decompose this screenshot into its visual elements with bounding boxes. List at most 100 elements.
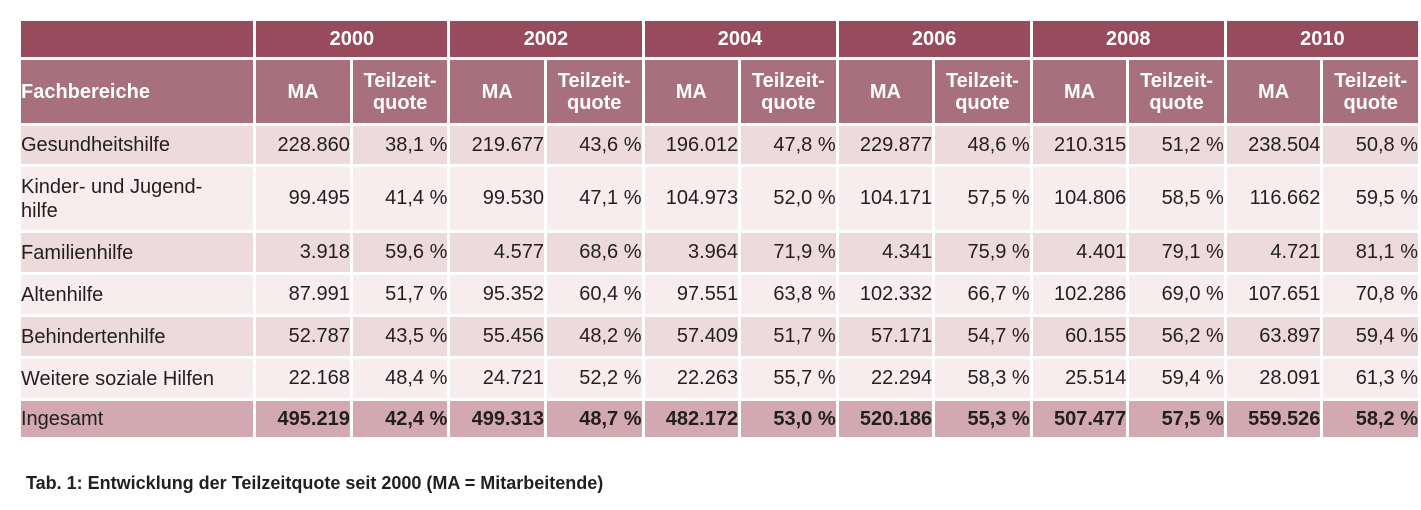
ma-value: 229.877 [838,126,933,167]
teilzeitquote-header-line2: quote [1343,91,1398,114]
ma-header: MA [1226,60,1321,126]
ma-value: 196.012 [644,126,739,167]
quote-value: 79,1 % [1129,233,1224,275]
quote-value: 66,7 % [935,275,1030,317]
ma-value: 495.219 [256,401,350,440]
quote-value: 63,8 % [741,275,836,317]
ma-value: 104.806 [1032,167,1127,233]
quote-value: 60,4 % [546,275,642,317]
ma-value: 210.315 [1032,126,1127,167]
ma-value: 507.477 [1032,401,1127,440]
teilzeitquote-header-line1: Teilzeit- [1334,69,1408,92]
table-row: Gesundheitshilfe 228.860 38,1 % 219.677 43,6… [21,126,1418,167]
quote-value: 48,6 % [935,126,1030,167]
ma-value: 219.677 [450,126,544,167]
category-header: Fachbereiche [21,60,254,126]
ma-value: 102.332 [838,275,933,317]
year-header: 2008 [1032,21,1224,60]
ma-value: 22.168 [256,359,350,401]
year-header: 2010 [1226,21,1418,60]
teilzeitquote-header-line1: Teilzeit- [751,69,825,92]
teilzeitquote-header: Teilzeit-quote [1323,60,1418,126]
quote-value: 57,5 % [935,167,1030,233]
quote-value: 47,8 % [741,126,836,167]
quote-value: 58,5 % [1129,167,1224,233]
ma-header: MA [450,60,544,126]
ma-value: 3.964 [644,233,739,275]
ma-value: 107.651 [1226,275,1321,317]
ma-value: 520.186 [838,401,933,440]
row-label: Weitere soziale Hilfen [21,359,254,401]
data-table: 2000 2002 2004 2006 2008 2010 Fachbereiche MA… [18,21,1421,440]
teilzeitquote-header-line1: Teilzeit- [1140,69,1214,92]
table-row: Weitere soziale Hilfen 22.168 48,4 % 24.721… [21,359,1418,401]
quote-value: 81,1 % [1323,233,1418,275]
teilzeitquote-header-line1: Teilzeit- [557,69,631,92]
ma-value: 116.662 [1226,167,1321,233]
teilzeitquote-header: Teilzeit-quote [741,60,836,126]
ma-value: 228.860 [256,126,350,167]
table-body: Gesundheitshilfe 228.860 38,1 % 219.677 43,6… [21,126,1418,440]
ma-value: 52.787 [256,317,350,359]
teilzeitquote-header: Teilzeit-quote [1129,60,1224,126]
ma-value: 4.401 [1032,233,1127,275]
row-label: Altenhilfe [21,275,254,317]
quote-value: 59,4 % [1129,359,1224,401]
quote-value: 51,2 % [1129,126,1224,167]
quote-value: 58,3 % [935,359,1030,401]
ma-header: MA [838,60,933,126]
ma-value: 63.897 [1226,317,1321,359]
ma-header: MA [1032,60,1127,126]
teilzeitquote-header-line1: Teilzeit- [945,69,1019,92]
column-header-row: Fachbereiche MA Teilzeit-quote MA Teilzeit-… [21,60,1418,126]
quote-value: 51,7 % [741,317,836,359]
teilzeitquote-header-line2: quote [567,91,622,114]
quote-value: 58,2 % [1323,401,1418,440]
quote-value: 59,5 % [1323,167,1418,233]
teilzeitquote-header-line2: quote [1149,91,1204,114]
row-label: Kinder- und Jugend-hilfe [21,167,254,233]
quote-value: 50,8 % [1323,126,1418,167]
teilzeitquote-header: Teilzeit-quote [352,60,448,126]
row-label: Ingesamt [21,401,254,440]
quote-value: 47,1 % [546,167,642,233]
teilzeitquote-header: Teilzeit-quote [935,60,1030,126]
ma-value: 28.091 [1226,359,1321,401]
ma-value: 57.409 [644,317,739,359]
ma-value: 99.530 [450,167,544,233]
ma-value: 238.504 [1226,126,1321,167]
quote-value: 48,7 % [546,401,642,440]
table-caption: Tab. 1: Entwicklung der Teilzeitquote se… [26,473,604,493]
ma-value: 4.577 [450,233,544,275]
quote-value: 52,2 % [546,359,642,401]
quote-value: 59,6 % [352,233,448,275]
quote-value: 48,2 % [546,317,642,359]
quote-value: 38,1 % [352,126,448,167]
quote-value: 41,4 % [352,167,448,233]
teilzeitquote-header-line1: Teilzeit- [363,69,437,92]
ma-value: 24.721 [450,359,544,401]
teilzeitquote-header-line2: quote [372,91,428,114]
ma-value: 99.495 [256,167,350,233]
ma-value: 102.286 [1032,275,1127,317]
ma-value: 482.172 [644,401,739,440]
quote-value: 53,0 % [741,401,836,440]
quote-value: 57,5 % [1129,401,1224,440]
table-row: Altenhilfe 87.991 51,7 % 95.352 60,4 % 97.551… [21,275,1418,317]
ma-value: 87.991 [256,275,350,317]
row-label: Behindertenhilfe [21,317,254,359]
ma-value: 22.263 [644,359,739,401]
quote-value: 55,3 % [935,401,1030,440]
table-row: Familienhilfe 3.918 59,6 % 4.577 68,6 % 3.964… [21,233,1418,275]
teilzeitquote-header: Teilzeit-quote [546,60,642,126]
ma-value: 499.313 [450,401,544,440]
quote-value: 56,2 % [1129,317,1224,359]
quote-value: 54,7 % [935,317,1030,359]
ma-value: 60.155 [1032,317,1127,359]
year-header: 2002 [450,21,642,60]
row-label: Familienhilfe [21,233,254,275]
ma-value: 4.721 [1226,233,1321,275]
quote-value: 69,0 % [1129,275,1224,317]
ma-value: 4.341 [838,233,933,275]
quote-value: 75,9 % [935,233,1030,275]
